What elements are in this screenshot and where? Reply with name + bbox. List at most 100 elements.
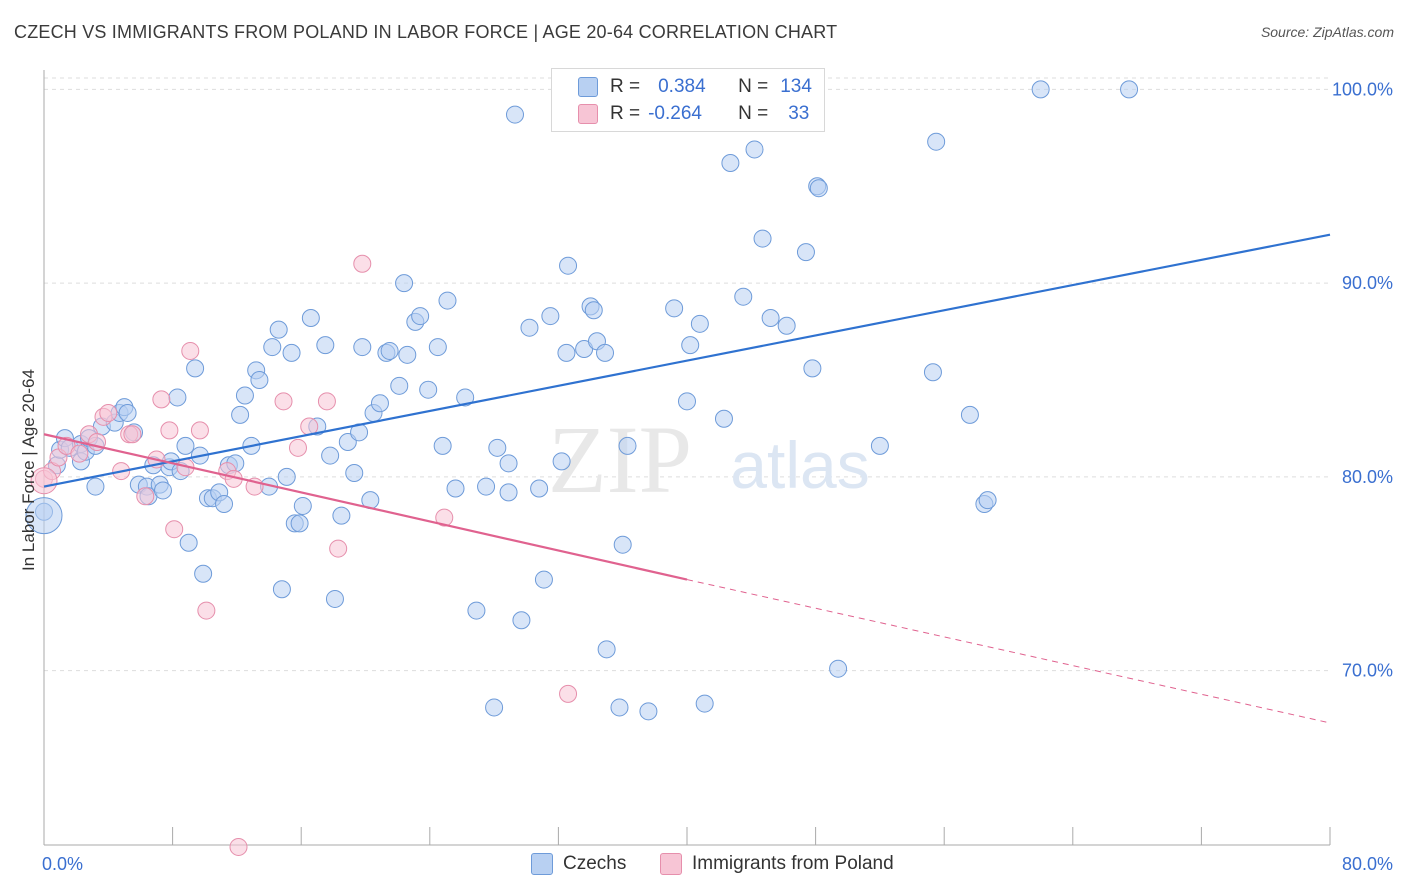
czech-point — [796, 243, 815, 262]
czech-point — [395, 274, 414, 293]
czech-point — [761, 309, 780, 327]
bottom-legend-czechs: Czechs — [531, 852, 626, 876]
poland-point — [123, 425, 142, 444]
czech-point — [325, 589, 344, 608]
czech-point — [467, 601, 486, 620]
czech-point — [194, 564, 213, 583]
bottom-legend-poland: Immigrants from Poland — [660, 852, 894, 876]
czech-point — [499, 454, 518, 473]
poland-point — [317, 392, 336, 411]
poland-point — [329, 539, 348, 558]
czech-point — [118, 403, 137, 422]
czech-point — [559, 256, 578, 275]
czech-point — [176, 436, 195, 455]
czech-point — [499, 483, 518, 502]
czech-point — [681, 336, 700, 355]
czech-point — [829, 659, 848, 678]
czech-point — [960, 405, 979, 424]
czech-point — [610, 698, 629, 717]
poland-legend-label: Immigrants from Poland — [692, 853, 894, 874]
czech-point — [290, 514, 309, 533]
czech-point — [345, 464, 364, 482]
czech-point — [777, 316, 796, 335]
czech-point — [870, 436, 889, 455]
poland-swatch — [578, 104, 598, 124]
poland-point — [181, 341, 200, 360]
n-value: 33 — [788, 103, 810, 124]
poland-point — [99, 403, 118, 422]
czech-point — [714, 409, 733, 428]
czech-point — [301, 309, 320, 327]
czech-point — [597, 640, 616, 659]
czech-point — [678, 392, 696, 411]
czech-swatch — [578, 77, 598, 97]
czech-point — [557, 343, 576, 362]
czech-point — [419, 380, 438, 399]
czech-point — [370, 394, 389, 413]
czech-point — [446, 479, 465, 498]
czech-point — [263, 338, 282, 357]
x-tick-label: 80.0% — [1342, 854, 1393, 874]
poland-point — [353, 254, 372, 273]
y-tick-label: 80.0% — [1342, 467, 1393, 487]
poland-point — [190, 421, 209, 440]
legend-row-czechs: R = 0.384 N = 134 — [578, 75, 812, 99]
czech-trend-line — [43, 233, 1331, 488]
czech-point — [428, 338, 447, 357]
n-label: N = — [738, 76, 769, 97]
poland-trend-extension — [686, 579, 1331, 724]
czech-legend-label: Czechs — [563, 853, 627, 874]
y-tick-label: 90.0% — [1342, 273, 1393, 293]
czech-point — [390, 376, 409, 395]
legend-row-poland: R = -0.264 N = 33 — [578, 102, 809, 126]
czech-point — [552, 452, 571, 471]
czech-point — [250, 371, 269, 389]
czech-point — [665, 299, 684, 318]
poland-point — [160, 421, 179, 440]
y-axis-label: In Labor Force | Age 20-64 — [19, 369, 38, 571]
poland-point — [70, 444, 89, 463]
czech-point — [411, 307, 430, 326]
czech-point — [272, 580, 291, 599]
czech-point — [485, 698, 504, 717]
czech-point — [456, 388, 475, 407]
czech-point — [534, 570, 553, 589]
czech-point — [745, 140, 764, 159]
source-label: Source: ZipAtlas.com — [1260, 24, 1394, 40]
y-tick-label: 70.0% — [1342, 661, 1393, 681]
czech-point — [25, 497, 63, 535]
czech-point — [613, 535, 632, 554]
czech-point — [695, 694, 714, 713]
czech-legend-swatch — [531, 853, 553, 875]
czech-point — [1120, 80, 1139, 99]
czech-point — [235, 386, 254, 405]
czech-point — [282, 343, 301, 362]
poland-point — [30, 467, 58, 495]
czech-point — [86, 477, 105, 496]
czech-point — [584, 301, 603, 320]
czech-point — [316, 336, 335, 355]
czech-point — [488, 438, 507, 457]
n-value: 134 — [780, 76, 812, 97]
trend-lines — [43, 233, 1331, 724]
czech-point — [690, 314, 709, 333]
czech-point — [753, 229, 772, 248]
czech-point — [321, 446, 340, 465]
czech-point — [179, 533, 198, 552]
poland-point — [435, 508, 454, 527]
y-tick-label: 100.0% — [1332, 79, 1393, 99]
poland-trend-line — [43, 433, 688, 581]
chart-title: CZECH VS IMMIGRANTS FROM POLAND IN LABOR… — [14, 22, 838, 42]
czech-point — [277, 467, 296, 486]
czech-point — [477, 477, 496, 496]
gridlines — [44, 77, 1330, 672]
czech-point — [734, 287, 753, 306]
czech-point — [596, 343, 615, 362]
czech-point — [433, 436, 452, 455]
czech-point — [639, 702, 658, 721]
czech-point — [293, 496, 312, 515]
r-label: R = — [610, 103, 641, 124]
czech-points — [25, 80, 1139, 721]
r-value: -0.264 — [648, 103, 702, 124]
